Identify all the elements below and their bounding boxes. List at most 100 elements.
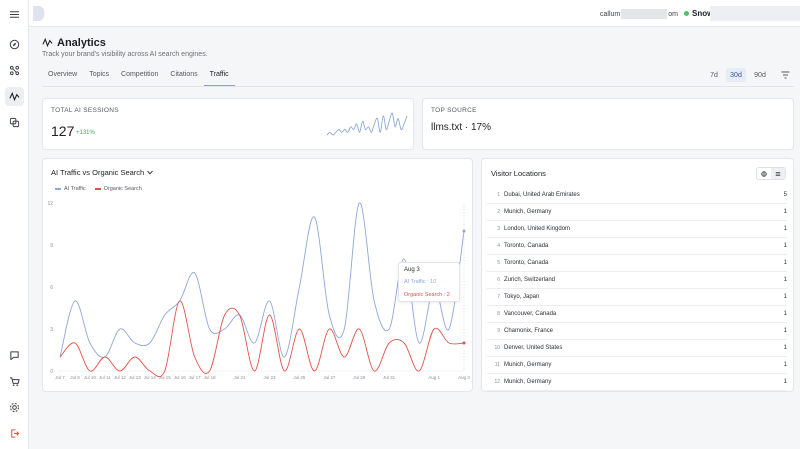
y-tick-label: 6: [50, 285, 53, 291]
list-item[interactable]: 6 Zurich, Switzerland 1: [487, 272, 787, 289]
traffic-chart[interactable]: 0 3 6 9 12 Jul 7 Jul 9 Jul 10 Jul 11 Jul 12 Jul 13…: [43, 195, 472, 385]
location-index: 5: [497, 260, 500, 266]
organic-search-line[interactable]: [59, 300, 465, 378]
list-item[interactable]: 10 Denver, United States 1: [487, 340, 787, 357]
range-90d[interactable]: 90d: [754, 71, 766, 79]
list-item[interactable]: 8 Vancouver, Canada 1: [487, 306, 787, 323]
location-index: 10: [494, 345, 500, 351]
list-item[interactable]: 4 Toronto, Canada 1: [487, 238, 787, 255]
view-toggle: [756, 167, 786, 180]
tab-citations[interactable]: Citations: [170, 71, 198, 78]
workspace-name[interactable]: Snow: [692, 9, 714, 18]
location-name: Munich, Germany: [504, 362, 552, 368]
x-tick-label: Jul 17: [189, 375, 202, 380]
list-item[interactable]: 2 Munich, Germany 1: [487, 204, 787, 221]
location-index: 3: [497, 226, 500, 232]
location-index: 2: [497, 209, 500, 215]
cart-icon[interactable]: [5, 372, 24, 391]
y-tick-label: 3: [50, 327, 53, 333]
range-7d[interactable]: 7d: [710, 71, 718, 79]
layers-icon[interactable]: [5, 113, 24, 132]
traffic-chart-card: AI Traffic vs Organic Search AI Traffic …: [42, 158, 473, 392]
menu-icon[interactable]: [5, 5, 24, 24]
chart-legend: AI Traffic Organic Search: [55, 186, 142, 192]
sessions-change: +131%: [76, 130, 95, 136]
list-item[interactable]: 12 Munich, Germany 1: [487, 374, 787, 391]
location-name: Vancouver, Canada: [504, 311, 557, 317]
list-item[interactable]: 9 Chamonix, France 1: [487, 323, 787, 340]
location-count: 1: [783, 311, 787, 317]
list-item[interactable]: 3 London, United Kingdom 1: [487, 221, 787, 238]
logout-icon[interactable]: [5, 424, 24, 443]
location-name: Zurich, Switzerland: [504, 277, 556, 283]
tab-bar: Overview Topics Competition Citations Tr…: [42, 66, 235, 86]
tabs-divider: [42, 86, 794, 87]
visitor-locations-card: Visitor Locations 1 Dubai, United Arab Em…: [481, 158, 794, 392]
sessions-sparkline: [326, 112, 408, 136]
tab-overview[interactable]: Overview: [48, 71, 78, 78]
compass-icon[interactable]: [5, 35, 24, 54]
status-dot: [684, 11, 689, 16]
graph-icon[interactable]: [5, 61, 24, 80]
legend-swatch-organic: [94, 188, 101, 190]
list-item[interactable]: 1 Dubai, United Arab Emirates 5: [487, 187, 787, 204]
visitor-locations-title: Visitor Locations: [491, 169, 546, 178]
sessions-card: TOTAL AI SESSIONS 127 +131%: [42, 98, 414, 150]
location-index: 12: [494, 379, 500, 385]
list-item[interactable]: 11 Munich, Germany 1: [487, 357, 787, 374]
location-name: Chamonix, France: [504, 328, 554, 334]
legend-label-ai: AI Traffic: [64, 186, 86, 192]
list-item[interactable]: 7 Tokyo, Japan 1: [487, 289, 787, 306]
x-tick-label: Jul 29: [353, 375, 366, 380]
location-index: 4: [497, 243, 500, 249]
location-count: 1: [783, 209, 787, 215]
user-email: callum om: [600, 9, 678, 19]
chart-title: AI Traffic vs Organic Search: [51, 168, 145, 177]
legend-ai[interactable]: AI Traffic: [55, 186, 86, 192]
globe-icon[interactable]: [757, 168, 771, 179]
gear-icon[interactable]: [5, 398, 24, 417]
location-index: 8: [497, 311, 500, 317]
organic-search-point: [462, 341, 466, 345]
chart-tooltip: Aug 3 AI Traffic : 10 Organic Search : 2: [398, 262, 460, 302]
tab-traffic[interactable]: Traffic: [203, 66, 235, 86]
sidebar: [0, 0, 29, 449]
chat-icon[interactable]: [5, 346, 24, 365]
chart-selector[interactable]: AI Traffic vs Organic Search: [51, 168, 154, 177]
chevron-down-icon: [147, 170, 154, 175]
x-tick-label: Jul 16: [174, 375, 187, 380]
location-index: 1: [497, 192, 500, 198]
topbar: callum om Snow: [29, 0, 800, 27]
x-tick-label: Jul 13: [129, 375, 142, 380]
y-tick-label: 9: [50, 243, 53, 249]
location-count: 1: [783, 379, 787, 385]
x-tick-label: Jul 12: [114, 375, 127, 380]
x-tick-label: Jul 31: [383, 375, 396, 380]
x-tick-label: Jul 27: [323, 375, 336, 380]
location-name: Munich, Germany: [504, 379, 552, 385]
range-30d[interactable]: 30d: [726, 68, 746, 82]
analytics-icon[interactable]: [5, 87, 24, 106]
location-name: Toronto, Canada: [504, 243, 549, 249]
x-tick-label: Jul 7: [55, 375, 65, 380]
location-count: 1: [783, 243, 787, 249]
y-tick-label: 12: [47, 201, 53, 207]
x-tick-label: Jul 21: [234, 375, 247, 380]
top-source-card: TOP SOURCE llms.txt · 17%: [422, 98, 794, 150]
user-email-prefix: callum: [600, 10, 621, 18]
legend-organic[interactable]: Organic Search: [94, 186, 142, 192]
location-count: 1: [783, 345, 787, 351]
analytics-title-icon: [42, 37, 53, 48]
page-subtitle: Track your brand's visibility across AI …: [42, 51, 208, 58]
logo-icon: [33, 6, 45, 21]
x-tick-label: Aug 3: [458, 375, 470, 380]
location-count: 1: [783, 328, 787, 334]
email-redaction: [621, 9, 668, 19]
filter-icon[interactable]: [781, 71, 790, 79]
tab-topics[interactable]: Topics: [89, 71, 110, 78]
tab-competition[interactable]: Competition: [121, 71, 159, 78]
location-name: London, United Kingdom: [504, 226, 571, 232]
list-item[interactable]: 5 Toronto, Canada 1: [487, 255, 787, 272]
list-icon[interactable]: [771, 168, 785, 179]
sessions-label: TOTAL AI SESSIONS: [51, 107, 119, 114]
